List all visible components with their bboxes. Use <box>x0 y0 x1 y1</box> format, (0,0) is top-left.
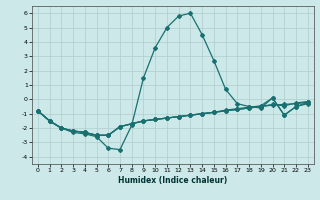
X-axis label: Humidex (Indice chaleur): Humidex (Indice chaleur) <box>118 176 228 185</box>
